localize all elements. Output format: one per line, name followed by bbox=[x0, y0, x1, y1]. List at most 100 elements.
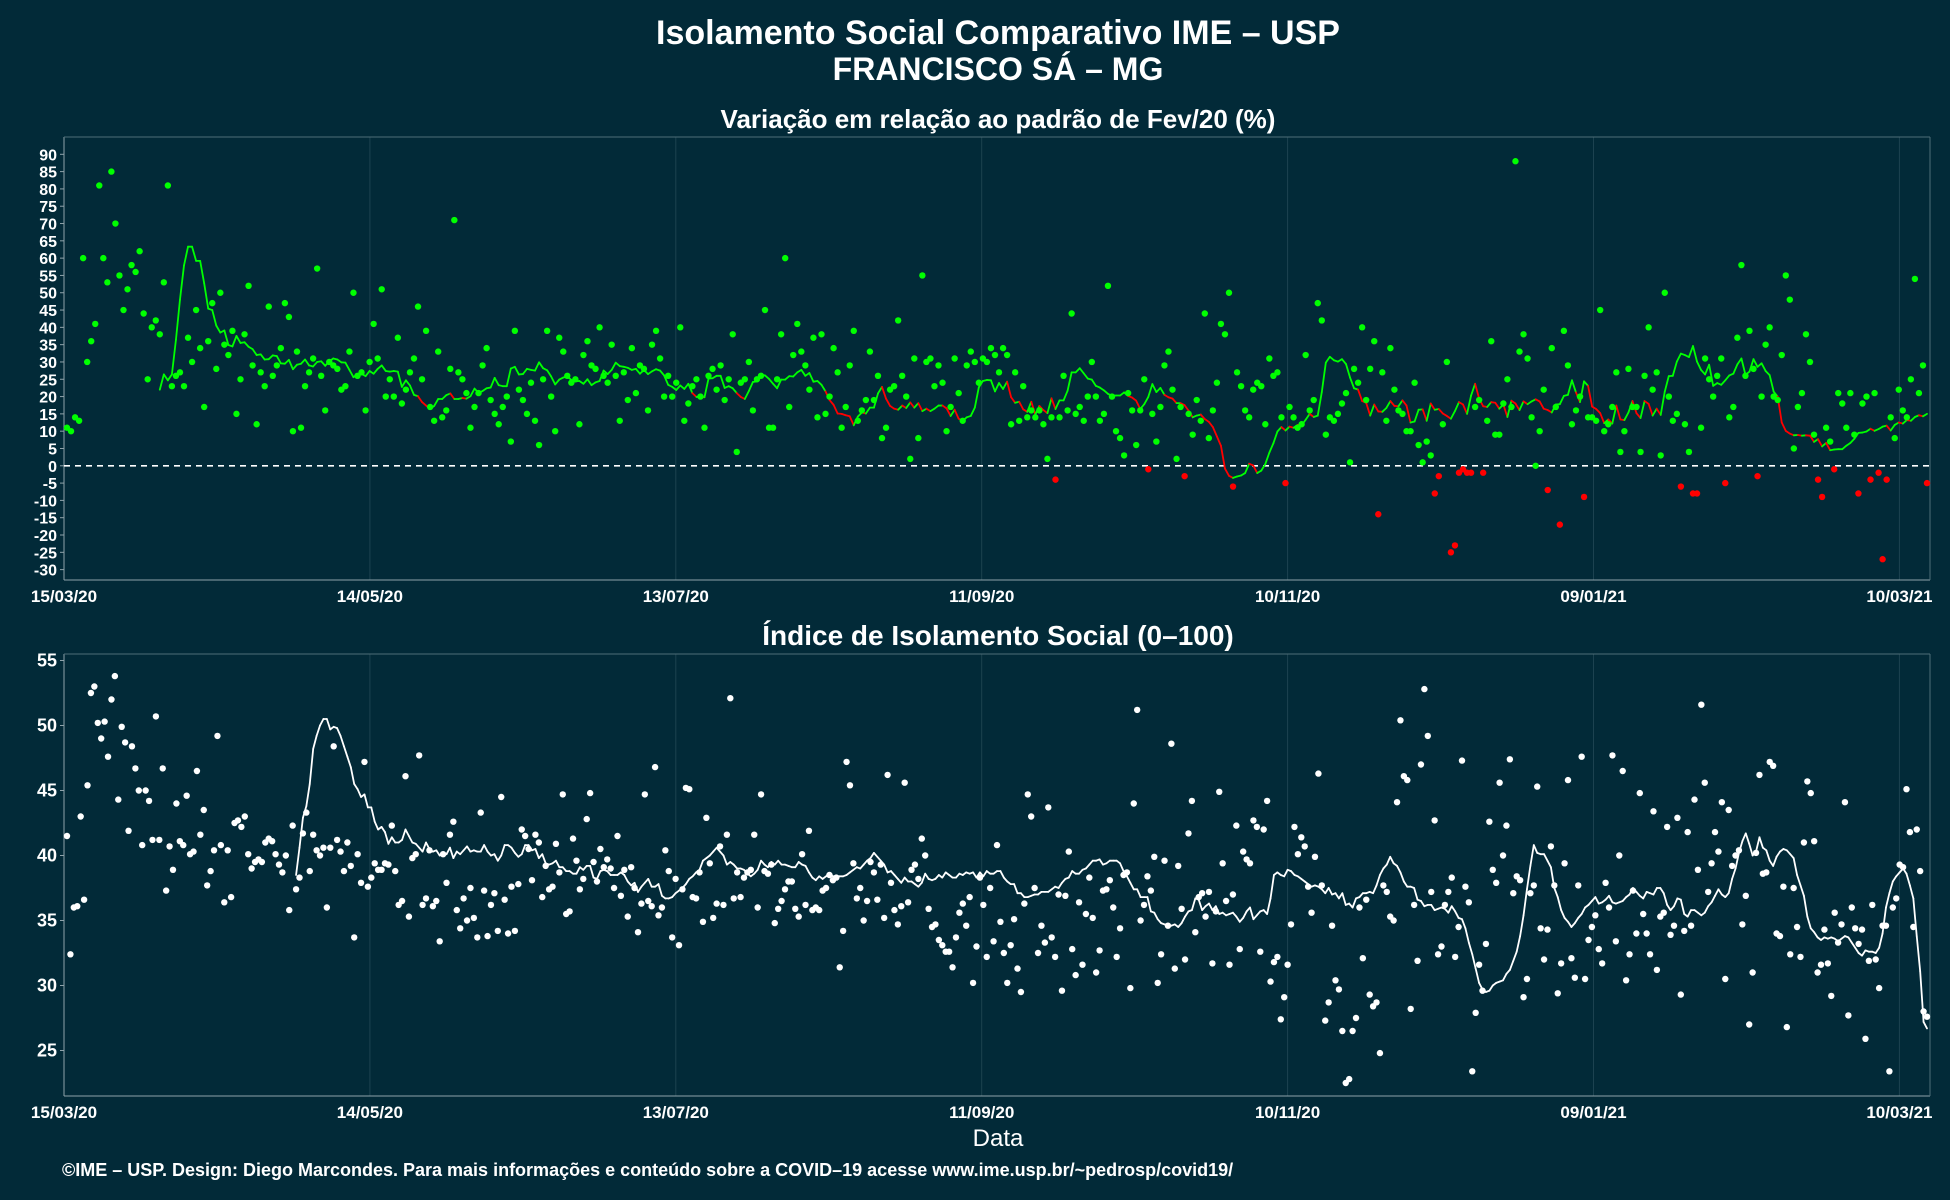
data-point bbox=[1346, 459, 1354, 466]
footer-credit: ©IME – USP. Design: Diego Marcondes. Par… bbox=[62, 1160, 1233, 1180]
data-point bbox=[487, 901, 495, 909]
data-point bbox=[1762, 341, 1769, 348]
data-point bbox=[1913, 826, 1920, 833]
moving-average-segment bbox=[1662, 892, 1669, 906]
moving-average-segment bbox=[1881, 906, 1887, 935]
moving-average-segment bbox=[1324, 355, 1331, 364]
moving-average-segment bbox=[1758, 836, 1764, 849]
data-point bbox=[1645, 324, 1652, 331]
data-point bbox=[1036, 407, 1043, 414]
data-point bbox=[1229, 483, 1237, 490]
data-point bbox=[1024, 414, 1031, 421]
y-tick-label: 80 bbox=[39, 182, 57, 199]
moving-average-segment bbox=[1349, 376, 1355, 390]
moving-average-segment bbox=[505, 367, 512, 388]
moving-average-segment bbox=[1615, 404, 1622, 421]
moving-average-segment bbox=[1905, 872, 1911, 887]
data-point bbox=[943, 427, 950, 435]
data-point bbox=[1797, 953, 1804, 961]
x-tick-label: 10/03/21 bbox=[1866, 1103, 1932, 1122]
moving-average-segment bbox=[1889, 424, 1896, 432]
moving-average-segment bbox=[235, 335, 242, 344]
data-point bbox=[200, 806, 207, 814]
data-point bbox=[1438, 943, 1445, 950]
data-point bbox=[697, 393, 704, 400]
data-point bbox=[272, 851, 279, 858]
moving-average-segment bbox=[1688, 345, 1694, 359]
data-point bbox=[1072, 410, 1079, 418]
data-point bbox=[200, 403, 208, 411]
moving-average-segment bbox=[1425, 402, 1432, 422]
moving-average-segment bbox=[1242, 910, 1248, 919]
moving-average-segment bbox=[1847, 936, 1853, 944]
data-point bbox=[607, 865, 614, 872]
data-point bbox=[1711, 828, 1719, 836]
data-point bbox=[1766, 324, 1773, 331]
moving-average-segment bbox=[312, 735, 318, 750]
data-point bbox=[1667, 931, 1674, 938]
data-point bbox=[551, 427, 559, 435]
data-point bbox=[1527, 890, 1534, 897]
data-point bbox=[1250, 817, 1257, 824]
data-point bbox=[857, 884, 864, 892]
data-point bbox=[1294, 851, 1302, 858]
data-point bbox=[973, 943, 980, 950]
data-point bbox=[853, 895, 861, 902]
moving-average-segment bbox=[1252, 464, 1259, 474]
data-point bbox=[1534, 783, 1541, 790]
data-point bbox=[269, 372, 276, 380]
moving-average-segment bbox=[1686, 909, 1692, 918]
moving-average-segment bbox=[251, 348, 258, 356]
data-point bbox=[508, 883, 515, 890]
x-tick-label: 14/05/20 bbox=[337, 587, 403, 606]
moving-average-segment bbox=[1430, 904, 1436, 911]
moving-average-segment bbox=[703, 377, 710, 399]
data-point bbox=[1824, 960, 1832, 967]
y-tick-label: 40 bbox=[37, 846, 57, 866]
data-point bbox=[128, 743, 136, 750]
data-point bbox=[1503, 822, 1510, 829]
moving-average-segment bbox=[675, 384, 682, 391]
data-point bbox=[77, 813, 84, 820]
y-tick-label: 85 bbox=[39, 165, 57, 182]
data-point bbox=[1554, 990, 1561, 997]
data-point bbox=[528, 877, 536, 884]
data-point bbox=[188, 358, 196, 366]
data-point bbox=[1092, 969, 1100, 976]
data-point bbox=[986, 884, 994, 892]
data-point bbox=[911, 355, 918, 362]
data-point bbox=[1310, 396, 1317, 404]
data-point bbox=[1843, 424, 1850, 431]
data-point bbox=[234, 817, 242, 824]
data-point bbox=[1431, 490, 1438, 497]
y-tick-label: 90 bbox=[39, 147, 57, 164]
data-point bbox=[1236, 945, 1243, 953]
y-tick-label: -15 bbox=[34, 511, 57, 528]
data-point bbox=[1763, 869, 1770, 876]
moving-average-segment bbox=[1912, 897, 1918, 937]
data-point bbox=[826, 393, 833, 400]
data-point bbox=[1625, 365, 1632, 373]
data-point bbox=[1044, 455, 1051, 463]
moving-average-segment bbox=[158, 373, 165, 391]
data-point bbox=[225, 351, 232, 359]
moving-average-segment bbox=[520, 844, 527, 856]
moving-average-segment bbox=[905, 401, 912, 409]
moving-average-segment bbox=[828, 399, 835, 406]
data-point bbox=[1793, 923, 1801, 931]
data-point bbox=[94, 719, 101, 727]
data-point bbox=[1726, 414, 1733, 421]
data-point bbox=[145, 797, 153, 805]
moving-average-segment bbox=[1207, 420, 1214, 428]
data-point bbox=[1209, 960, 1216, 967]
data-point bbox=[921, 852, 929, 859]
moving-average-segment bbox=[433, 398, 440, 407]
data-point bbox=[434, 348, 442, 355]
data-point bbox=[870, 396, 878, 404]
moving-average-segment bbox=[1211, 426, 1218, 438]
data-point bbox=[903, 393, 910, 400]
data-point bbox=[692, 895, 700, 902]
moving-average-segment bbox=[1283, 868, 1289, 878]
data-point bbox=[1523, 975, 1531, 983]
data-point bbox=[419, 901, 426, 909]
